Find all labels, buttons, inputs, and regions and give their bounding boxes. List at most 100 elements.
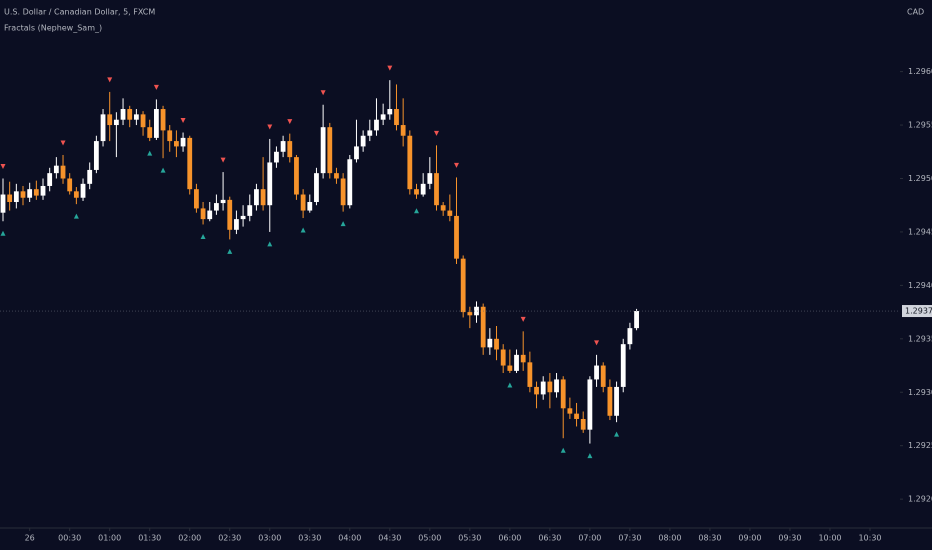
candle-body bbox=[247, 205, 253, 216]
x-tick-label: 07:30 bbox=[618, 534, 641, 543]
candle-body bbox=[187, 137, 193, 190]
candle-body bbox=[147, 127, 153, 138]
candle-body bbox=[514, 354, 519, 371]
candle-body bbox=[414, 189, 419, 195]
x-tick-label: 01:30 bbox=[138, 534, 161, 543]
candle-body bbox=[113, 119, 119, 126]
x-tick-label: 04:30 bbox=[378, 534, 401, 543]
candle-body bbox=[554, 379, 559, 393]
currency-label: CAD bbox=[907, 8, 924, 17]
candle-body bbox=[294, 157, 299, 195]
fractal-low bbox=[340, 221, 346, 227]
fractal-low bbox=[413, 208, 419, 214]
fractal-low bbox=[267, 241, 273, 247]
candle-body bbox=[454, 215, 459, 259]
y-tick-label: 1.29350 bbox=[908, 334, 932, 343]
candle-body bbox=[627, 328, 633, 345]
candle-body bbox=[494, 338, 499, 350]
fractal-low bbox=[73, 213, 79, 219]
x-tick-label: 03:00 bbox=[258, 534, 281, 543]
candle-body bbox=[327, 127, 333, 174]
fractal-low bbox=[160, 167, 166, 173]
x-tick-label: 06:30 bbox=[538, 534, 561, 543]
x-tick-label: 26 bbox=[25, 534, 35, 543]
candle-body bbox=[367, 130, 373, 136]
fractal-high bbox=[320, 90, 326, 96]
x-tick-label: 07:00 bbox=[578, 534, 601, 543]
candle-body bbox=[394, 109, 399, 126]
indicator-name: Fractals (Nephew_Sam_) bbox=[4, 24, 102, 33]
candle-body bbox=[260, 189, 266, 206]
candle-body bbox=[307, 202, 313, 211]
fractal-high bbox=[153, 84, 159, 90]
x-tick-label: 09:30 bbox=[778, 534, 801, 543]
fractal-low bbox=[147, 150, 153, 156]
candle-body bbox=[73, 191, 79, 198]
candle-body bbox=[547, 381, 553, 393]
candle-body bbox=[60, 165, 66, 179]
x-tick-label: 10:00 bbox=[818, 534, 841, 543]
x-tick-label: 01:00 bbox=[98, 534, 121, 543]
x-tick-label: 09:00 bbox=[738, 534, 761, 543]
fractal-high bbox=[520, 316, 526, 322]
candle-body bbox=[480, 306, 486, 348]
fractal-high bbox=[180, 118, 186, 124]
candle-body bbox=[287, 141, 293, 158]
x-tick-label: 10:30 bbox=[858, 534, 881, 543]
candle-body bbox=[100, 114, 106, 142]
candle-body bbox=[380, 114, 386, 120]
candle-body bbox=[207, 210, 213, 220]
y-tick-label: 1.29400 bbox=[908, 281, 932, 290]
x-tick-label: 00:30 bbox=[58, 534, 81, 543]
fractal-high bbox=[267, 124, 273, 130]
fractal-low bbox=[587, 453, 593, 459]
candle-body bbox=[160, 109, 166, 131]
candle-body bbox=[53, 165, 59, 174]
candle-body bbox=[587, 379, 593, 430]
candle-body bbox=[67, 178, 73, 192]
candle-body bbox=[87, 169, 93, 184]
y-tick-label: 1.29200 bbox=[908, 495, 932, 504]
y-tick-label: 1.29500 bbox=[908, 174, 932, 183]
candle-body bbox=[320, 127, 326, 174]
candle-body bbox=[567, 408, 573, 414]
candle-body bbox=[614, 386, 619, 416]
fractal-low bbox=[300, 227, 306, 233]
candle-body bbox=[220, 199, 226, 204]
candle-body bbox=[234, 219, 239, 230]
candle-body bbox=[560, 379, 566, 409]
fractal-high bbox=[433, 130, 439, 136]
candle-body bbox=[120, 109, 126, 120]
candle-body bbox=[40, 185, 46, 196]
candle-body bbox=[7, 194, 13, 203]
candle-body bbox=[534, 386, 539, 395]
candle-body bbox=[500, 349, 506, 366]
x-tick-label: 06:00 bbox=[498, 534, 521, 543]
candle-body bbox=[527, 362, 533, 387]
candle-body bbox=[274, 151, 279, 163]
x-tick-label: 02:30 bbox=[218, 534, 241, 543]
candle-body bbox=[153, 109, 159, 138]
candle-body bbox=[20, 191, 26, 198]
fractal-low bbox=[507, 382, 513, 388]
candle-body bbox=[360, 135, 366, 147]
candle-body bbox=[240, 215, 246, 220]
fractal-high bbox=[0, 163, 6, 169]
x-tick-label: 04:00 bbox=[338, 534, 361, 543]
candle-body bbox=[600, 365, 606, 387]
candle-body bbox=[474, 306, 479, 316]
candle-body bbox=[127, 109, 133, 120]
fractal-high bbox=[594, 340, 600, 346]
candle-body bbox=[214, 203, 219, 211]
candle-body bbox=[300, 194, 306, 211]
candle-body bbox=[434, 173, 439, 206]
candle-body bbox=[173, 141, 179, 147]
candle-body bbox=[227, 199, 233, 230]
fractal-high bbox=[454, 162, 460, 168]
y-tick-label: 1.29550 bbox=[908, 121, 932, 130]
x-tick-label: 05:00 bbox=[418, 534, 441, 543]
candle-body bbox=[33, 189, 39, 196]
fractal-low bbox=[614, 431, 620, 437]
x-tick-label: 02:00 bbox=[178, 534, 201, 543]
